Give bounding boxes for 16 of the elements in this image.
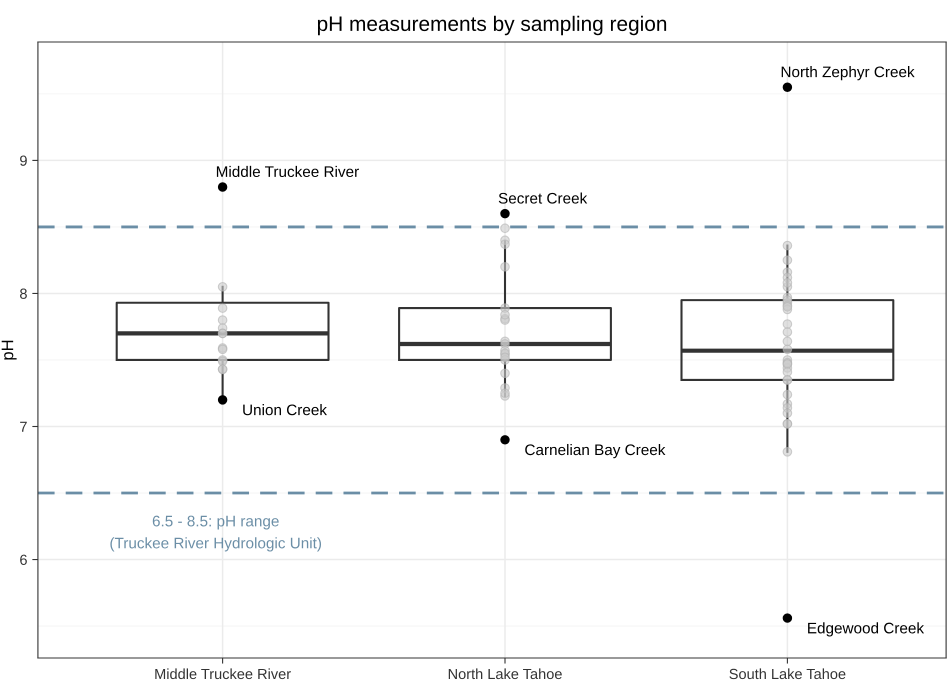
y-tick-label: 6 [20, 554, 27, 565]
annotation: Union Creek [243, 404, 327, 416]
ref-line-label: 6.5 - 8.5: pH range (Truckee River Hydrologic Unit) [110, 516, 322, 552]
y-tick-label: 9 [20, 156, 27, 166]
y-axis-title: pH [2, 340, 17, 360]
annotation: Carnelian Bay Creek [525, 444, 666, 458]
chart-title: pH measurements by sampling region [318, 16, 666, 36]
annotation: Edgewood Creek [808, 622, 924, 636]
y-tick-label: 7 [20, 422, 27, 432]
x-tick-label: Middle Truckee River [155, 668, 291, 680]
annotation: North Zephyr Creek [782, 66, 915, 80]
y-tick-label: 8 [20, 288, 27, 299]
annotation: Secret Creek [498, 192, 588, 204]
x-tick-label: North Lake Tahoe [448, 668, 562, 680]
annotation: Middle Truckee River [216, 166, 359, 178]
x-tick-label: South Lake Tahoe [729, 668, 846, 680]
